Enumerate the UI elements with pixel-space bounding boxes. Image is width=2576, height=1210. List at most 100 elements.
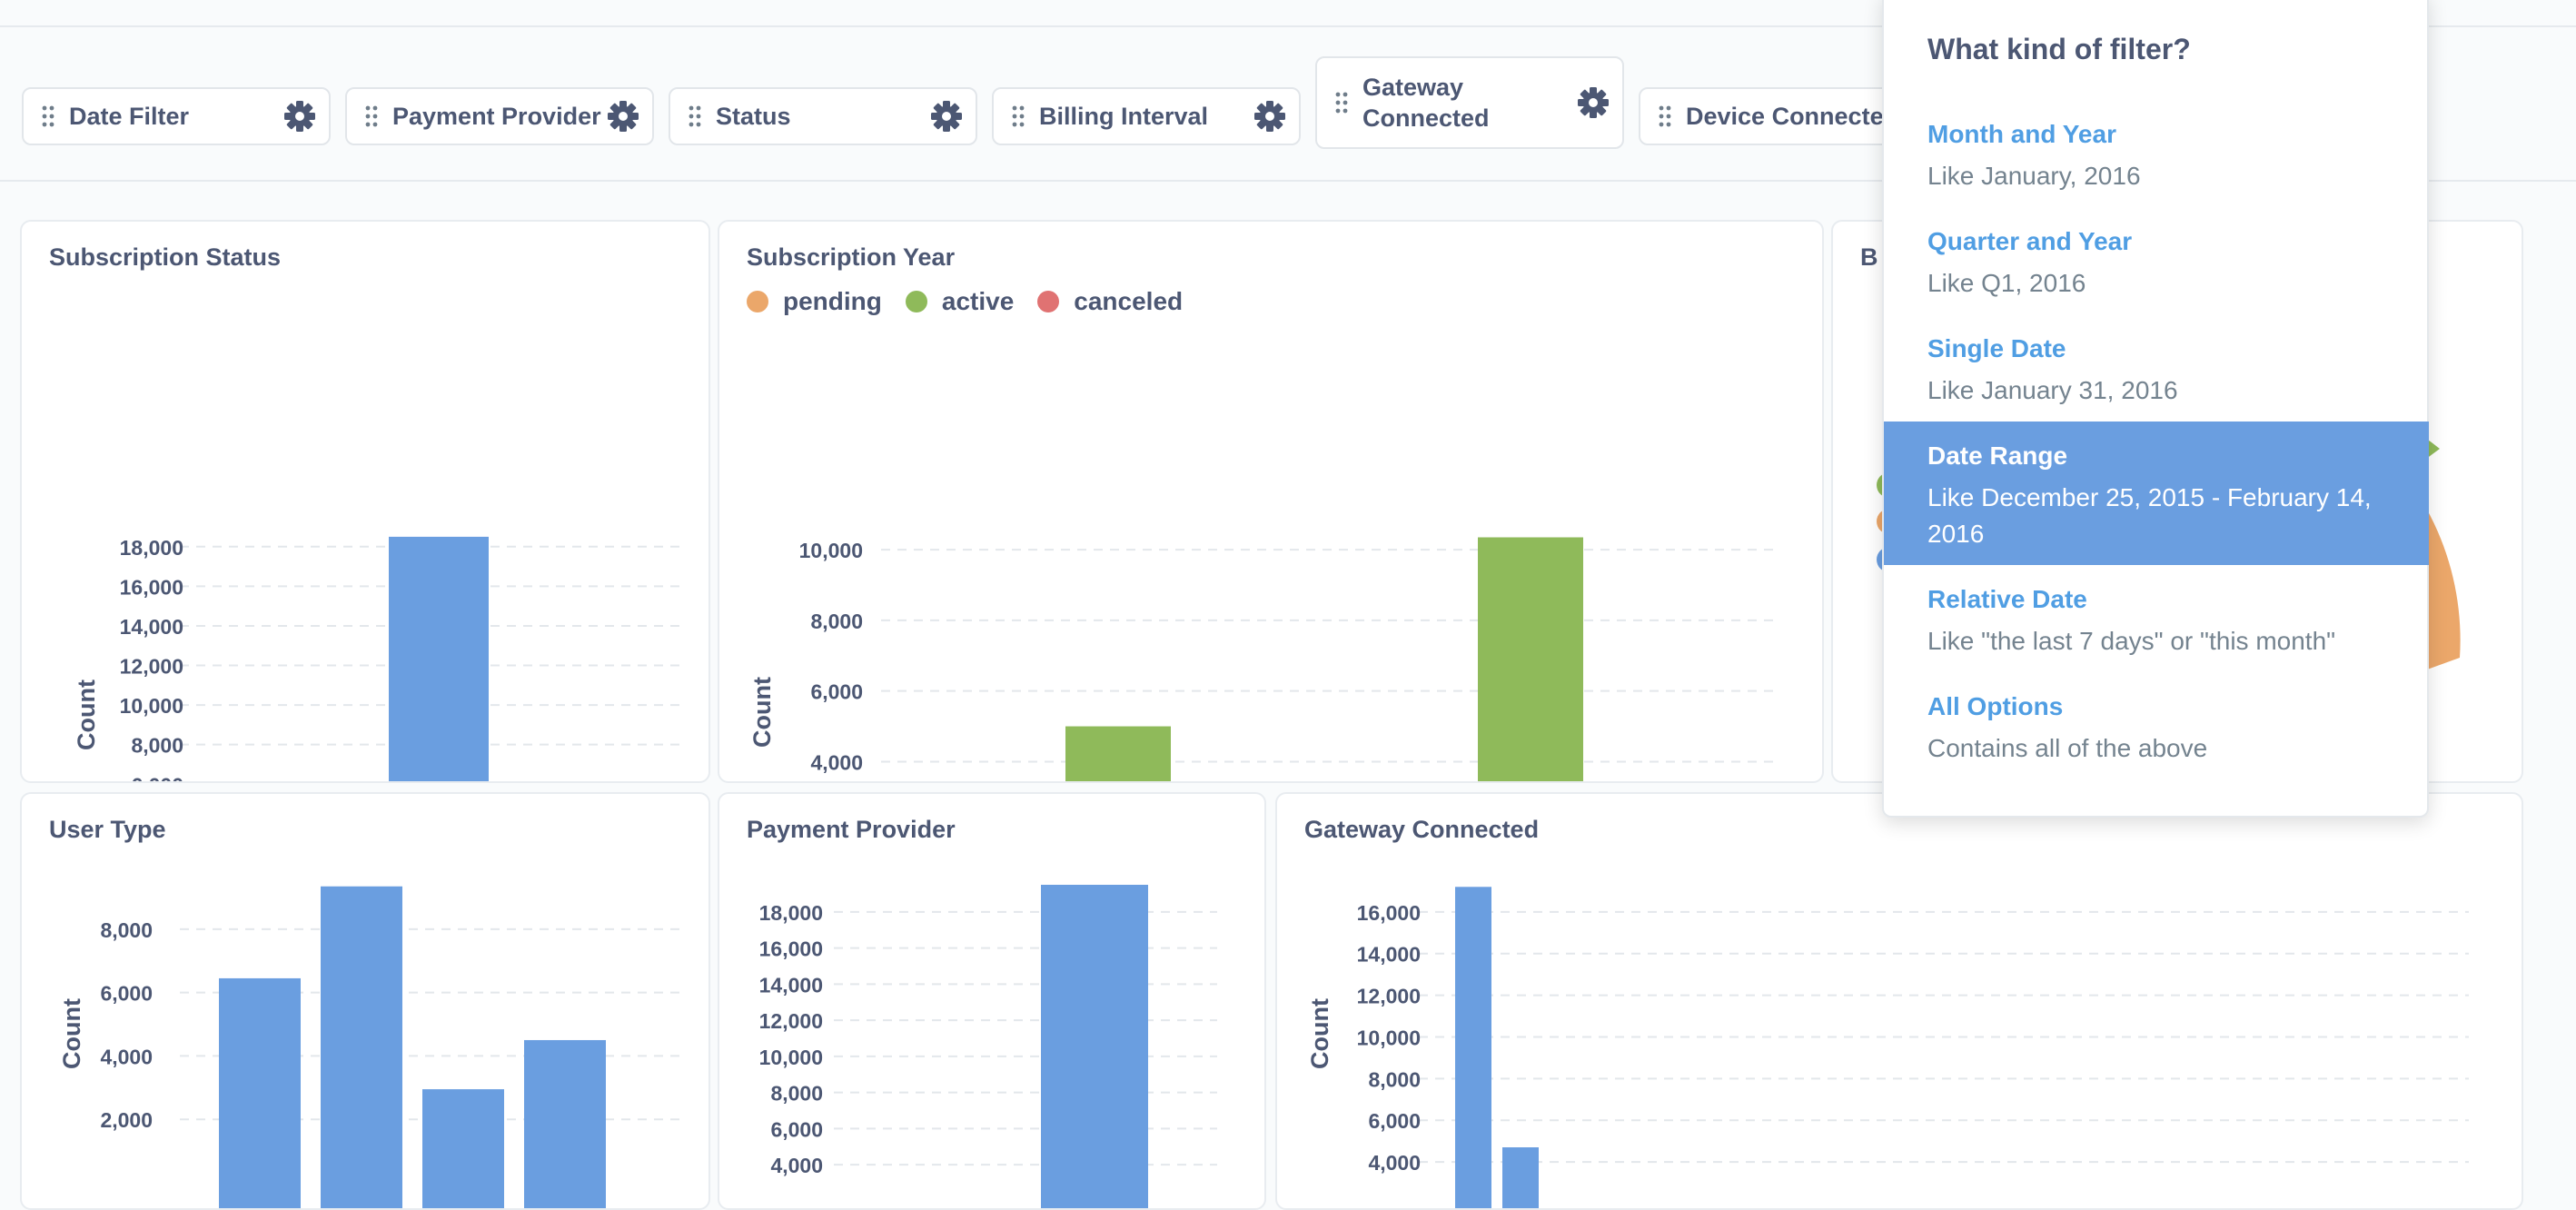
y-tick-label: 8,000 (1368, 1067, 1421, 1091)
filter-payment-provider[interactable]: Payment Provider (345, 87, 654, 145)
card-payment-provider[interactable]: Payment Provider 4,000 6,000 8,000 10,000 12… (718, 792, 1266, 1210)
y-tick-label: 4,000 (1368, 1151, 1421, 1175)
y-tick-label: 4,000 (810, 750, 863, 774)
bar (389, 536, 489, 781)
filter-option-month-year[interactable]: Month and Year Like January, 2016 (1884, 100, 2429, 194)
option-description: Like "the last 7 days" or "this month" (1927, 627, 2336, 655)
legend-dot (905, 291, 927, 312)
option-title: All Options (1927, 692, 2064, 720)
card-title: User Type (49, 816, 166, 843)
bar (321, 886, 402, 1208)
option-description: Like December 25, 2015 - February 14, 20… (1927, 483, 2372, 548)
card-title: B (1860, 243, 1878, 271)
y-tick-label: 4,000 (100, 1045, 153, 1068)
filter-option-all-options[interactable]: All Options Contains all of the above (1884, 672, 2429, 767)
legend-item[interactable]: canceled (1037, 287, 1183, 316)
chart-user-type: 2,000 4,000 6,000 8,000 Count (58, 886, 679, 1208)
filter-label: Date Filter (69, 103, 190, 130)
legend-item[interactable]: active (905, 287, 1014, 316)
card-user-type[interactable]: User Type 2,000 4,000 6,000 8,000 Count (20, 792, 710, 1210)
gear-icon[interactable] (283, 100, 316, 133)
legend-label: pending (783, 287, 882, 315)
filter-status[interactable]: Status (669, 87, 977, 145)
y-axis-label: Count (73, 679, 100, 750)
filter-date[interactable]: Date Filter (22, 87, 331, 145)
card-title: Subscription Year (747, 243, 956, 271)
legend-dot (747, 291, 768, 312)
y-tick-label: 6,000 (770, 1117, 823, 1141)
option-description: Like Q1, 2016 (1927, 269, 2086, 297)
filter-option-single-date[interactable]: Single Date Like January 31, 2016 (1884, 314, 2429, 409)
bar-active (1478, 537, 1583, 781)
chart-subscription-status: 02,0004,0006,0008,00010,00012,00014,0001… (73, 536, 679, 783)
option-title: Quarter and Year (1927, 227, 2133, 255)
y-tick-label: 14,000 (759, 973, 823, 997)
drag-handle-icon[interactable] (365, 105, 378, 127)
chart-gateway-connected: 4,000 6,000 8,000 10,000 12,000 14,000 16,000 C… (1306, 887, 2469, 1208)
option-title: Relative Date (1927, 585, 2087, 613)
option-description: Like January 31, 2016 (1927, 376, 2178, 404)
drag-handle-icon[interactable] (1335, 92, 1348, 114)
y-tick-label: 10,000 (120, 694, 183, 718)
chart-payment-provider: 4,000 6,000 8,000 10,000 12,000 14,000 16,000 1… (759, 885, 1217, 1208)
card-title: Subscription Status (49, 243, 282, 271)
y-tick-label: 6,000 (131, 773, 183, 783)
y-tick-label: 14,000 (1357, 943, 1421, 967)
legend-item[interactable]: pending (747, 287, 882, 316)
gear-icon[interactable] (1577, 86, 1610, 119)
card-title: Payment Provider (747, 816, 956, 843)
gear-icon[interactable] (607, 100, 639, 133)
y-tick-label: 8,000 (131, 734, 183, 758)
y-tick-label: 8,000 (100, 918, 153, 942)
drag-handle-icon[interactable] (42, 105, 54, 127)
gear-icon[interactable] (1253, 100, 1286, 133)
y-tick-label: 8,000 (810, 610, 863, 633)
y-axis-label: Count (748, 677, 776, 748)
y-tick-label: 4,000 (770, 1154, 823, 1177)
filter-billing-interval[interactable]: Billing Interval (992, 87, 1301, 145)
drag-handle-icon[interactable] (1659, 105, 1671, 127)
filter-label: Status (716, 103, 791, 130)
drag-handle-icon[interactable] (1012, 105, 1025, 127)
filter-label: Payment Provider (392, 103, 601, 130)
y-tick-label: 2,000 (100, 1108, 153, 1132)
y-axis-label: Count (1306, 998, 1333, 1069)
y-tick-label: 6,000 (810, 680, 863, 704)
bar-active (1065, 726, 1171, 781)
filter-label: Device Connected (1686, 103, 1899, 130)
y-tick-label: 16,000 (1357, 901, 1421, 925)
legend-label: canceled (1074, 287, 1184, 315)
card-title: Gateway Connected (1304, 816, 1540, 843)
y-tick-label: 6,000 (100, 982, 153, 1006)
y-tick-label: 10,000 (759, 1046, 823, 1069)
y-tick-label: 14,000 (120, 615, 183, 639)
gear-icon[interactable] (930, 100, 963, 133)
y-tick-label: 12,000 (120, 655, 183, 679)
filter-gateway-connected[interactable]: Gateway Connected (1315, 56, 1624, 149)
filter-type-popover: What kind of filter? Month and Year Like… (1882, 0, 2429, 818)
chart-subscription-year: 02,0004,0006,0008,00010,0002019202020212… (748, 537, 1773, 781)
y-tick-label: 18,000 (120, 536, 183, 560)
option-description: Like January, 2016 (1927, 162, 2141, 190)
y-tick-label: 10,000 (1357, 1026, 1421, 1049)
y-tick-label: 12,000 (1357, 985, 1421, 1008)
y-tick-label: 12,000 (759, 1009, 823, 1033)
bar (1455, 887, 1491, 1208)
filter-label: Gateway Connected (1362, 74, 1490, 132)
filter-option-date-range[interactable]: Date Range Like December 25, 2015 - Febr… (1884, 422, 2429, 565)
card-gateway-connected[interactable]: Gateway Connected 4,000 6,000 8,000 10,000 1… (1275, 792, 2523, 1210)
card-subscription-year[interactable]: Subscription Year pending active cancele… (718, 220, 1824, 783)
filter-option-quarter-year[interactable]: Quarter and Year Like Q1, 2016 (1884, 207, 2429, 302)
card-subscription-status[interactable]: Subscription Status 02,0004,0006,0008,00… (20, 220, 710, 783)
option-description: Contains all of the above (1927, 734, 2208, 762)
y-tick-label: 18,000 (759, 901, 823, 925)
popover-title: What kind of filter? (1927, 33, 2191, 65)
legend-dot (1037, 291, 1060, 312)
y-axis-label: Count (58, 998, 85, 1069)
y-tick-label: 6,000 (1368, 1109, 1421, 1133)
drag-handle-icon[interactable] (689, 105, 701, 127)
y-tick-label: 16,000 (759, 937, 823, 961)
filter-option-relative-date[interactable]: Relative Date Like "the last 7 days" or … (1884, 565, 2429, 660)
y-tick-label: 16,000 (120, 575, 183, 599)
bar (422, 1089, 504, 1208)
